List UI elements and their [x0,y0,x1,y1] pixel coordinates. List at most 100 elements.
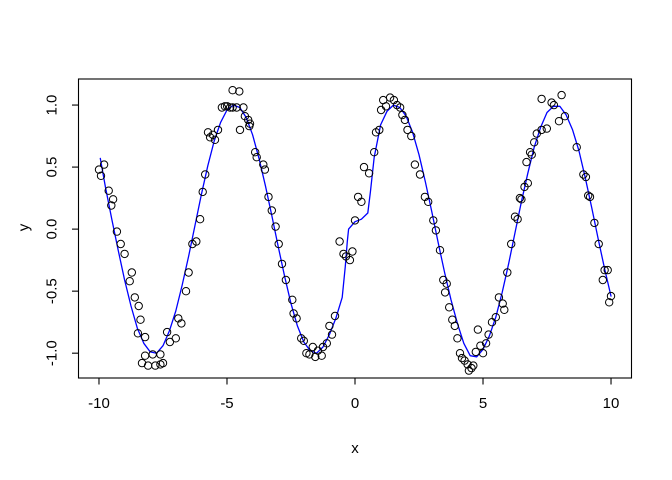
data-point-marker [136,315,145,324]
data-point-marker [457,353,467,363]
x-axis-tick-label: -5 [220,395,233,412]
data-point-marker [228,103,237,112]
y-axis-title: y [15,223,33,232]
data-point-marker [557,90,566,100]
data-point-marker [325,321,334,331]
data-point-marker [494,293,504,302]
data-point-marker [560,112,570,121]
data-point-marker [469,361,478,370]
data-point-marker [108,195,118,204]
data-point-marker [192,237,201,246]
data-point-marker [313,346,323,355]
data-point-marker [158,358,168,368]
data-point-marker [600,265,609,275]
data-point-marker [453,334,462,343]
data-point-marker [162,327,172,337]
data-point-marker [500,305,509,314]
data-point-marker [264,192,273,202]
data-point-marker [251,148,260,157]
data-point-marker [210,135,220,145]
data-point-marker [116,239,125,249]
data-point-marker [327,330,337,339]
data-point-marker [245,119,255,128]
data-point-marker [364,169,374,178]
data-point-marker [370,148,379,157]
data-point-marker [527,150,536,159]
data-point-marker [260,165,270,174]
data-point-marker [395,103,405,112]
data-point-marker [481,339,491,348]
data-point-marker [281,275,291,285]
data-point-marker [228,86,237,95]
data-point-marker [288,295,297,304]
data-point-marker [274,239,283,249]
data-point-marker [165,337,175,347]
data-point-marker [99,160,109,169]
data-point-marker [410,160,420,169]
data-point-marker [195,215,205,224]
data-point-marker [107,201,116,210]
data-point-marker [271,222,280,231]
data-point-marker [133,329,143,338]
data-point-marker [350,216,360,225]
data-point-marker [322,339,331,348]
data-point-marker [130,293,140,302]
data-point-marker [537,125,546,135]
data-point-marker [235,87,244,96]
data-point-marker [127,268,137,277]
data-point-marker [585,192,595,202]
data-point-marker [606,291,616,301]
data-point-marker [143,361,153,370]
data-point-marker [513,215,522,224]
data-point-marker [252,153,261,162]
data-point-marker [450,321,459,331]
data-point-marker [171,334,181,343]
data-point-marker [289,309,298,318]
data-point-marker [297,334,306,343]
y-axis-tick-label: -1.0 [44,340,61,366]
x-axis-tick-label: 0 [351,395,359,412]
data-point-marker [376,105,386,115]
data-point-marker [375,125,384,135]
data-point-marker [431,226,441,235]
data-point-marker [522,157,531,167]
data-point-marker [94,165,104,174]
data-point-marker [267,206,276,215]
data-point-marker [507,239,516,249]
data-point-marker [292,314,301,323]
data-point-marker [213,125,223,135]
data-point-marker [590,218,599,228]
data-point-marker [335,237,344,246]
data-point-marker [125,277,134,286]
data-point-marker [467,363,476,373]
data-point-marker [112,227,122,236]
data-point-marker [359,162,369,172]
data-point-marker [398,110,407,120]
y-axis-tick-label: 0.5 [44,157,61,178]
fitted-curve [99,104,612,358]
data-point-marker [201,170,210,179]
x-axis-tick-label: 10 [603,395,620,412]
data-point-marker [523,179,532,188]
data-point-marker [177,319,186,328]
data-point-marker [581,172,591,182]
data-point-marker [345,255,355,265]
data-point-marker [305,350,314,359]
data-point-marker [579,170,588,179]
data-point-marker [277,259,287,269]
y-axis-tick-label: 1.0 [44,95,61,116]
data-point-marker [478,349,488,358]
data-point-marker [104,186,113,195]
data-point-marker [484,330,493,339]
data-point-marker [244,115,253,125]
data-point-marker [554,117,564,126]
data-point-marker [532,129,541,138]
data-point-marker [530,138,539,147]
data-point-marker [464,366,474,375]
data-point-marker [440,288,450,297]
data-point-marker [407,131,416,141]
data-point-marker [445,303,454,312]
data-point-marker [547,98,556,107]
data-point-marker [429,216,438,225]
